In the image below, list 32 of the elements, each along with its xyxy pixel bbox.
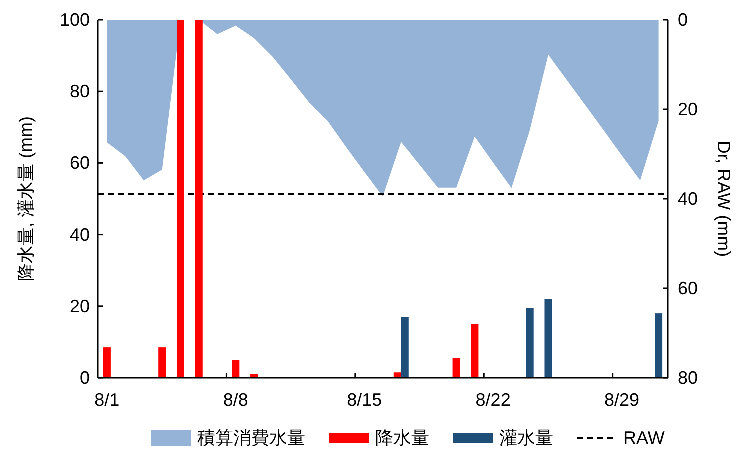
bar xyxy=(471,324,479,378)
x-tick-label: 8/1 xyxy=(94,390,120,410)
bar xyxy=(103,348,111,378)
legend-label: 積算消費水量 xyxy=(198,428,306,448)
bar xyxy=(452,358,460,378)
bar xyxy=(526,308,534,378)
y-tick-label: 40 xyxy=(70,224,90,245)
y-tick-label: 80 xyxy=(70,82,90,102)
y-tick-label: 20 xyxy=(70,296,90,316)
y-tick-label: 60 xyxy=(70,153,90,174)
bar xyxy=(176,20,184,378)
bar xyxy=(158,348,166,378)
y2-tick-label: 20 xyxy=(678,100,698,120)
y2-tick-label: 40 xyxy=(678,189,698,209)
y2-tick-label: 0 xyxy=(678,10,688,30)
x-tick-label: 8/15 xyxy=(347,390,382,410)
y-tick-label: 100 xyxy=(60,10,90,30)
x-tick-label: 8/29 xyxy=(604,390,640,410)
y2-tick-label: 80 xyxy=(678,368,698,388)
bar xyxy=(195,20,203,378)
legend-label: 降水量 xyxy=(376,428,430,448)
x-tick-label: 8/22 xyxy=(476,390,511,410)
y-axis-title: 降水量, 灌水量 (mm) xyxy=(16,116,36,282)
legend-label: RAW xyxy=(624,428,665,448)
bar xyxy=(655,314,663,378)
bar xyxy=(232,360,240,378)
y2-tick-label: 60 xyxy=(678,278,698,298)
y-tick-label: 0 xyxy=(80,368,90,388)
bar xyxy=(544,299,552,378)
x-tick-label: 8/8 xyxy=(223,390,248,410)
legend-label: 灌水量 xyxy=(500,428,554,448)
y2-axis-title: Dr, RAW (mm) xyxy=(714,140,734,258)
